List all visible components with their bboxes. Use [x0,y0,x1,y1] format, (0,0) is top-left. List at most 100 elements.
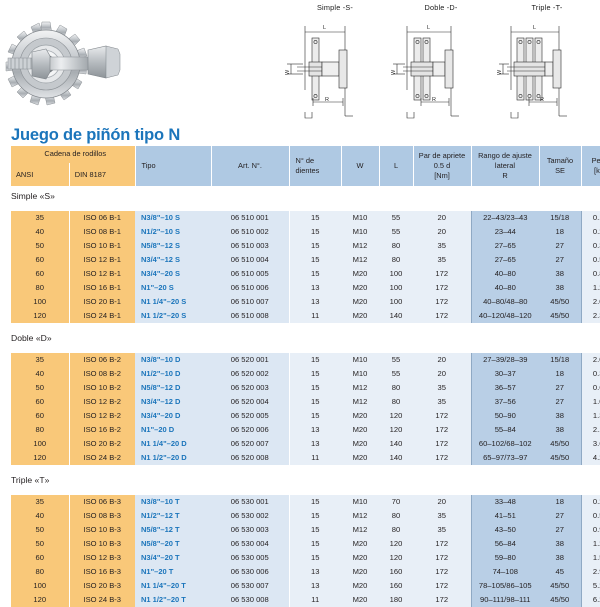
table-row[interactable]: 50 ISO 10 B-2 N5/8"–12 D 06 520 003 15 M12 80 3… [11,381,600,395]
table-row[interactable]: 60 ISO 12 B-1 N3/4"–20 S 06 510 005 15 M20 100… [11,267,600,281]
cell-weight: 0.60 [580,381,600,395]
header-roller-chain-label: Cadena de rodillos [44,149,107,158]
specification-table: Cadena de rodillos ANSI DIN 8187 Tipo Ar… [11,146,600,607]
cell-tipo: N1"–20 T [135,565,211,579]
cell-num-teeth: 15 [288,353,341,367]
table-row[interactable]: 35 ISO 06 B-2 N3/8"–10 D 06 520 001 15 M10 55 2… [11,353,600,367]
table-row[interactable]: 40 ISO 08 B-2 N1/2"–10 D 06 520 002 15 M10 55 2… [11,367,600,381]
table-row[interactable]: 100 ISO 20 B-3 N1 1/4"–20 T 06 530 007 13 M20… [11,579,600,593]
diagram-simple: Simple -S- L W [282,0,388,122]
cell-tightening-torque: 172 [413,579,471,593]
cell-ansi: 40 [11,225,69,239]
table-row[interactable]: 80 ISO 16 B-3 N1"–20 T 06 530 006 13 M20 160 17… [11,565,600,579]
cell-lateral-adjust-range: 50–90 [470,409,539,423]
cell-tipo: N1/2"–12 T [135,509,211,523]
cell-num-teeth: 11 [288,451,341,465]
cell-tightening-torque: 35 [413,253,471,267]
cell-tightening-torque: 20 [413,495,471,509]
cell-ansi: 120 [11,309,69,323]
cell-din: ISO 10 B-2 [68,381,135,395]
cell-din: ISO 24 B-1 [68,309,135,323]
table-row[interactable]: 60 ISO 12 B-2 N3/4"–12 D 06 520 004 15 M12 80 3… [11,395,600,409]
table-row[interactable]: 60 ISO 12 B-1 N3/4"–12 S 06 510 004 15 M12 80 3… [11,253,600,267]
cell-num-teeth: 15 [288,225,341,239]
table-row[interactable]: 120 ISO 24 B-1 N1 1/2"–20 S 06 510 008 11 M20… [11,309,600,323]
cell-w: M20 [341,423,379,437]
table-row[interactable]: 120 ISO 24 B-3 N1 1/2"–20 T 06 530 008 11 M20… [11,593,600,607]
cell-tipo: N1/2"–10 D [135,367,211,381]
cell-w: M20 [341,551,379,565]
table-row[interactable]: 35 ISO 06 B-3 N3/8"–10 T 06 530 001 15 M10 70 2… [11,495,600,509]
cell-tightening-torque: 35 [413,239,471,253]
cell-w: M10 [341,495,379,509]
table-row[interactable]: 80 ISO 16 B-2 N1"–20 D 06 520 006 13 M20 120 17… [11,423,600,437]
cell-se-size: 38 [539,423,581,437]
cell-article-number: 06 510 003 [211,239,289,253]
table-row[interactable]: 50 ISO 10 B-3 N5/8"–20 T 06 530 004 15 M20 120… [11,537,600,551]
header-l: L [379,146,414,186]
table-row[interactable]: 120 ISO 24 B-2 N1 1/2"–20 D 06 520 008 11 M20… [11,451,600,465]
header-range-line2: lateral [494,161,516,171]
table-row[interactable]: 60 ISO 12 B-3 N3/4"–20 T 06 530 005 15 M20 120… [11,551,600,565]
cell-w: M20 [341,267,379,281]
cell-lateral-adjust-range: 60–102/68–102 [470,437,539,451]
table-row[interactable]: 40 ISO 08 B-1 N1/2"–10 S 06 510 002 15 M10 55 2… [11,225,600,239]
cell-weight: 1.05 [580,395,600,409]
cell-article-number: 06 530 004 [211,537,289,551]
cell-lateral-adjust-range: 23–44 [470,225,539,239]
cell-tipo: N5/8"–20 T [135,537,211,551]
cell-tightening-torque: 172 [413,437,471,451]
cell-tipo: N3/8"–10 T [135,495,211,509]
table-row[interactable]: 100 ISO 20 B-1 N1 1/4"–20 S 06 510 007 13 M20… [11,295,600,309]
table-row[interactable]: 60 ISO 12 B-2 N3/4"–20 D 06 520 005 15 M20 120… [11,409,600,423]
table-row[interactable]: 100 ISO 20 B-2 N1 1/4"–20 D 06 520 007 13 M20… [11,437,600,451]
cell-weight: 0.20 [580,225,600,239]
row-spacer-cell [11,206,600,211]
cell-lateral-adjust-range: 78–105/86–105 [470,579,539,593]
cell-ansi: 60 [11,409,69,423]
cell-lateral-adjust-range: 27–65 [470,239,539,253]
cell-ansi: 120 [11,593,69,607]
cell-num-teeth: 15 [288,239,341,253]
cell-lateral-adjust-range: 36–57 [470,381,539,395]
row-spacer [11,465,600,470]
cell-ansi: 60 [11,253,69,267]
cell-num-teeth: 11 [288,593,341,607]
table-row[interactable]: 50 ISO 10 B-1 N5/8"–12 S 06 510 003 15 M12 80 3… [11,239,600,253]
table-row[interactable]: 50 ISO 10 B-3 N5/8"–12 T 06 530 003 15 M12 80 3… [11,523,600,537]
header-w: W [341,146,380,186]
cell-article-number: 06 520 005 [211,409,289,423]
cell-din: ISO 20 B-3 [68,579,135,593]
cell-l: 140 [379,451,413,465]
cell-weight: 2.00 [580,295,600,309]
cell-l: 100 [379,267,413,281]
cell-din: ISO 12 B-3 [68,551,135,565]
svg-text:R: R [325,97,329,103]
cell-lateral-adjust-range: 22–43/23–43 [470,211,539,225]
cell-tipo: N3/8"–10 S [135,211,211,225]
cell-weight: 0.55 [580,253,600,267]
cell-lateral-adjust-range: 55–84 [470,423,539,437]
table-row[interactable]: 35 ISO 06 B-1 N3/8"–10 S 06 510 001 15 M10 55 2… [11,211,600,225]
cell-tipo: N1 1/2"–20 T [135,593,211,607]
cell-din: ISO 10 B-3 [68,523,135,537]
cell-tightening-torque: 172 [413,451,471,465]
header-din: DIN 8187 [68,163,135,186]
table-row[interactable]: 80 ISO 16 B-1 N1"–20 S 06 510 006 13 M20 100 17… [11,281,600,295]
cell-lateral-adjust-range: 40–120/48–120 [470,309,539,323]
cell-tipo: N1 1/2"–20 D [135,451,211,465]
cell-ansi: 80 [11,281,69,295]
cell-weight: 5.20 [580,579,600,593]
row-spacer-cell [11,323,600,328]
header-art-no: Art. N°. [211,146,290,186]
table-row[interactable]: 40 ISO 08 B-3 N1/2"–12 T 06 530 002 15 M12 80 3… [11,509,600,523]
cell-num-teeth: 15 [288,523,341,537]
cell-se-size: 27 [539,523,581,537]
cell-l: 55 [379,353,413,367]
cell-lateral-adjust-range: 33–48 [470,495,539,509]
cell-tipo: N5/8"–12 D [135,381,211,395]
cell-weight: 1.35 [580,409,600,423]
section-label-row: Simple «S» [11,186,600,206]
cell-tightening-torque: 35 [413,523,471,537]
cell-lateral-adjust-range: 65–97/73–97 [470,451,539,465]
